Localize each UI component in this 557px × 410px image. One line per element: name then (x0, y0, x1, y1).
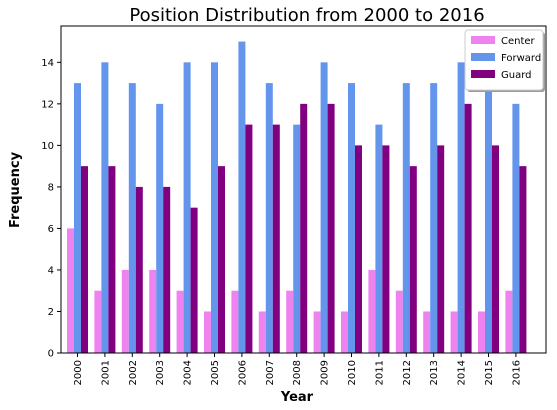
bar-forward-2015 (485, 83, 492, 353)
legend-swatch-center (471, 36, 495, 44)
bar-forward-2009 (320, 62, 328, 353)
plot-frame (60, 25, 547, 354)
bar-center-2004 (176, 290, 184, 353)
y-axis: 0 2 4 6 8 10 12 14 (41, 58, 61, 360)
bar-center-2011 (368, 269, 376, 353)
y-tick-label: 4 (48, 265, 54, 276)
x-tick-label-2002: 2002 (128, 360, 139, 385)
x-tick-label-2013: 2013 (429, 360, 440, 385)
bar-forward-2014 (457, 62, 465, 353)
bar-forward-2016 (512, 103, 520, 353)
bar-center-2009 (313, 311, 321, 353)
bar-guard-2002 (135, 186, 143, 353)
x-axis: 2000 2001 2002 2003 2004 2005 2006 2007 2008 2009… (73, 353, 522, 385)
bar-guard-2010 (355, 145, 362, 353)
bar-center-2003 (149, 269, 157, 353)
x-axis-label: Year (280, 390, 314, 405)
bar-center-2001 (94, 290, 102, 353)
y-tick-label: 6 (48, 224, 54, 235)
bar-guard-2007 (272, 124, 280, 354)
bar-forward-2006 (238, 41, 246, 353)
bar-forward-2010 (348, 83, 355, 353)
bar-center-2013 (423, 311, 431, 353)
y-tick-label: 2 (48, 307, 54, 318)
x-tick-label-2010: 2010 (347, 360, 358, 385)
bar-forward-2011 (375, 124, 383, 354)
x-tick-label-2001: 2001 (100, 360, 111, 385)
x-tick-label-2016: 2016 (511, 360, 522, 385)
x-tick-label-2004: 2004 (183, 360, 194, 385)
bar-center-2008 (286, 290, 294, 353)
bar-guard-2013 (437, 145, 445, 353)
bar-guard-2001 (108, 166, 116, 353)
x-tick-label-2009: 2009 (320, 360, 331, 385)
x-tick-label-2014: 2014 (457, 360, 468, 385)
y-tick-label: 14 (41, 58, 54, 69)
bar-forward-2013 (430, 83, 438, 353)
legend-swatch-guard (471, 70, 495, 78)
bar-guard-2005 (218, 166, 225, 353)
bar-guard-2000 (81, 166, 88, 353)
bar-guard-2004 (190, 207, 198, 353)
bar-center-2005 (204, 311, 211, 353)
bar-guard-2015 (492, 145, 499, 353)
bar-center-2007 (258, 311, 266, 353)
bar-guard-2003 (163, 186, 171, 353)
bar-center-2002 (121, 269, 129, 353)
bar-center-2000 (67, 228, 74, 353)
x-tick-label-2006: 2006 (237, 360, 248, 385)
x-tick-label-2011: 2011 (374, 360, 385, 385)
x-tick-label-2008: 2008 (292, 360, 303, 385)
bar-forward-2005 (211, 62, 218, 353)
bar-forward-2007 (265, 83, 273, 353)
y-tick-label: 10 (41, 141, 54, 152)
x-tick-label-2005: 2005 (210, 360, 221, 385)
bar-center-2012 (395, 290, 403, 353)
chart-title: Position Distribution from 2000 to 2016 (129, 5, 484, 26)
bars-group (67, 41, 527, 354)
x-tick-label-2003: 2003 (155, 360, 166, 385)
bar-guard-2008 (300, 103, 308, 353)
bar-guard-2016 (519, 166, 527, 353)
legend-label-center: Center (501, 36, 536, 47)
bar-forward-2008 (293, 124, 301, 354)
bar-forward-2000 (74, 83, 81, 353)
bar-forward-2001 (101, 62, 109, 353)
bar-center-2010 (341, 311, 348, 353)
bar-forward-2002 (128, 83, 136, 353)
bar-guard-2009 (327, 103, 335, 353)
legend-label-guard: Guard (501, 70, 532, 81)
x-tick-label-2007: 2007 (265, 360, 276, 385)
y-tick-label: 8 (48, 182, 54, 193)
bar-guard-2006 (245, 124, 253, 354)
bar-forward-2003 (156, 103, 164, 353)
bar-center-2015 (478, 311, 485, 353)
y-tick-label: 0 (48, 349, 54, 360)
bar-guard-2011 (382, 145, 390, 353)
x-tick-label-2015: 2015 (484, 360, 495, 385)
legend: Center Forward Guard (464, 29, 545, 92)
bar-forward-2012 (402, 83, 410, 353)
bar-guard-2014 (464, 103, 472, 353)
y-axis-label: Frequency (8, 151, 23, 228)
x-tick-label-2012: 2012 (402, 360, 413, 385)
y-tick-label: 12 (41, 99, 54, 110)
legend-label-forward: Forward (501, 53, 541, 64)
bar-center-2006 (231, 290, 239, 353)
bar-center-2016 (505, 290, 513, 353)
legend-swatch-forward (471, 53, 495, 61)
x-tick-label-2000: 2000 (73, 360, 84, 385)
bar-guard-2012 (409, 166, 417, 353)
bar-forward-2004 (183, 62, 191, 353)
bar-center-2014 (450, 311, 458, 353)
